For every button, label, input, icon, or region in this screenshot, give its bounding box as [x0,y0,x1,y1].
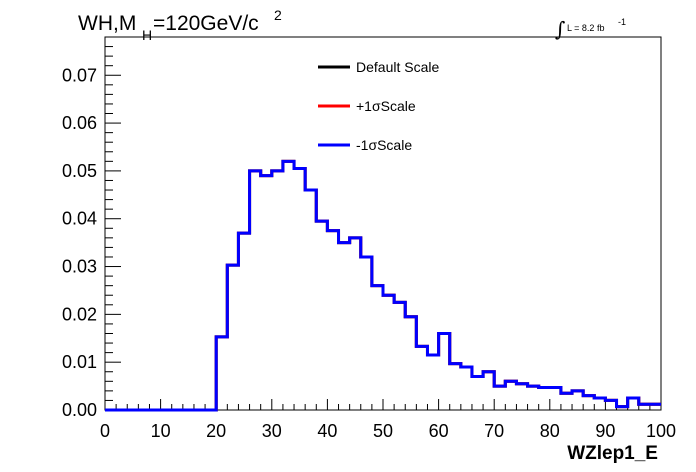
title-superscript: 2 [274,7,282,23]
y-tick-label: 0.05 [62,161,97,181]
series-layer [105,159,661,412]
series-line-2 [105,159,661,412]
x-tick-label: 50 [373,421,393,441]
chart-title: WH,M H =120GeV/c 2 [78,7,282,43]
x-tick-label: 30 [262,421,282,441]
legend: Default Scale +1σScale -1σScale [318,59,439,153]
title-subscript: H [142,27,152,43]
legend-label-default: Default Scale [356,59,439,75]
x-tick-label: 40 [317,421,337,441]
y-tick-label: 0.03 [62,257,97,277]
y-axis: 0.00 0.01 0.02 0.03 0.04 0.05 0.06 0.07 [62,46,121,420]
y-tick-label: 0.04 [62,209,97,229]
title-main-pre: WH,M [78,12,136,35]
y-tick-label: 0.06 [62,113,97,133]
x-tick-label: 70 [484,421,504,441]
x-tick-label: 90 [595,421,615,441]
x-tick-label: 100 [646,421,676,441]
y-tick-label: 0.00 [62,400,97,420]
y-tick-label: 0.07 [62,65,97,85]
title-main-post: =120GeV/c [153,12,259,35]
luminosity-label: ∫ L = 8.2 fb -1 [555,17,626,41]
x-tick-label: 60 [429,421,449,441]
x-tick-label: 10 [151,421,171,441]
lumi-text: L = 8.2 fb [567,23,604,33]
y-tick-label: 0.02 [62,304,97,324]
x-axis-title: WZlep1_E [567,443,658,464]
x-tick-label: 80 [540,421,560,441]
lumi-superscript: -1 [618,17,626,27]
integral-symbol: ∫ [555,17,565,41]
x-tick-label: 20 [206,421,226,441]
legend-label-plus1sigma: +1σScale [356,98,416,114]
y-tick-label: 0.01 [62,352,97,372]
x-tick-label: 0 [100,421,110,441]
legend-label-minus1sigma: -1σScale [356,137,412,153]
